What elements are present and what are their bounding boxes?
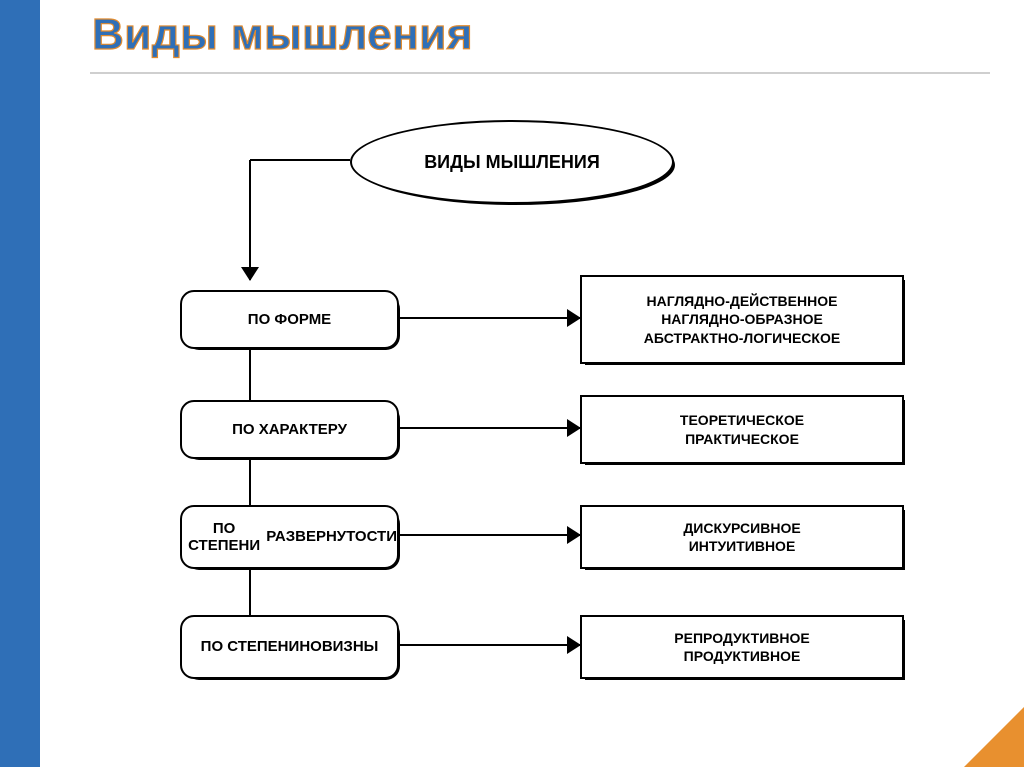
det-character: ТЕОРЕТИЧЕСКОЕПРАКТИЧЕСКОЕ [580, 395, 900, 460]
det-form: НАГЛЯДНО-ДЕЙСТВЕННОЕНАГЛЯДНО-ОБРАЗНОЕАБС… [580, 275, 900, 360]
cat-character-label: ПО ХАРАКТЕРУ [180, 400, 399, 459]
cat-unfold-label: ПО СТЕПЕНИРАЗВЕРНУТОСТИ [180, 505, 399, 569]
det-unfold-label: ДИСКУРСИВНОЕИНТУИТИВНОЕ [580, 505, 904, 569]
det-form-label: НАГЛЯДНО-ДЕЙСТВЕННОЕНАГЛЯДНО-ОБРАЗНОЕАБС… [580, 275, 904, 364]
cat-unfold: ПО СТЕПЕНИРАЗВЕРНУТОСТИ [180, 505, 395, 565]
det-unfold: ДИСКУРСИВНОЕИНТУИТИВНОЕ [580, 505, 900, 565]
det-character-label: ТЕОРЕТИЧЕСКОЕПРАКТИЧЕСКОЕ [580, 395, 904, 464]
diagram-stage: ВИДЫ МЫШЛЕНИЯ ПО ФОРМЕ НАГЛЯДНО-ДЕЙСТВЕННО… [90, 90, 990, 730]
root-label: ВИДЫ МЫШЛЕНИЯ [350, 120, 674, 204]
cat-form-label: ПО ФОРМЕ [180, 290, 399, 349]
title-underline [90, 72, 990, 74]
det-novelty-label: РЕПРОДУКТИВНОЕПРОДУКТИВНОЕ [580, 615, 904, 679]
cat-novelty-label: ПО СТЕПЕНИНОВИЗНЫ [180, 615, 399, 679]
det-novelty: РЕПРОДУКТИВНОЕПРОДУКТИВНОЕ [580, 615, 900, 675]
corner-accent [964, 707, 1024, 767]
left-sidebar [0, 0, 40, 767]
page-title: Виды мышления [92, 10, 473, 60]
cat-form: ПО ФОРМЕ [180, 290, 395, 345]
root-node: ВИДЫ МЫШЛЕНИЯ [350, 120, 670, 200]
cat-novelty: ПО СТЕПЕНИНОВИЗНЫ [180, 615, 395, 675]
cat-character: ПО ХАРАКТЕРУ [180, 400, 395, 455]
